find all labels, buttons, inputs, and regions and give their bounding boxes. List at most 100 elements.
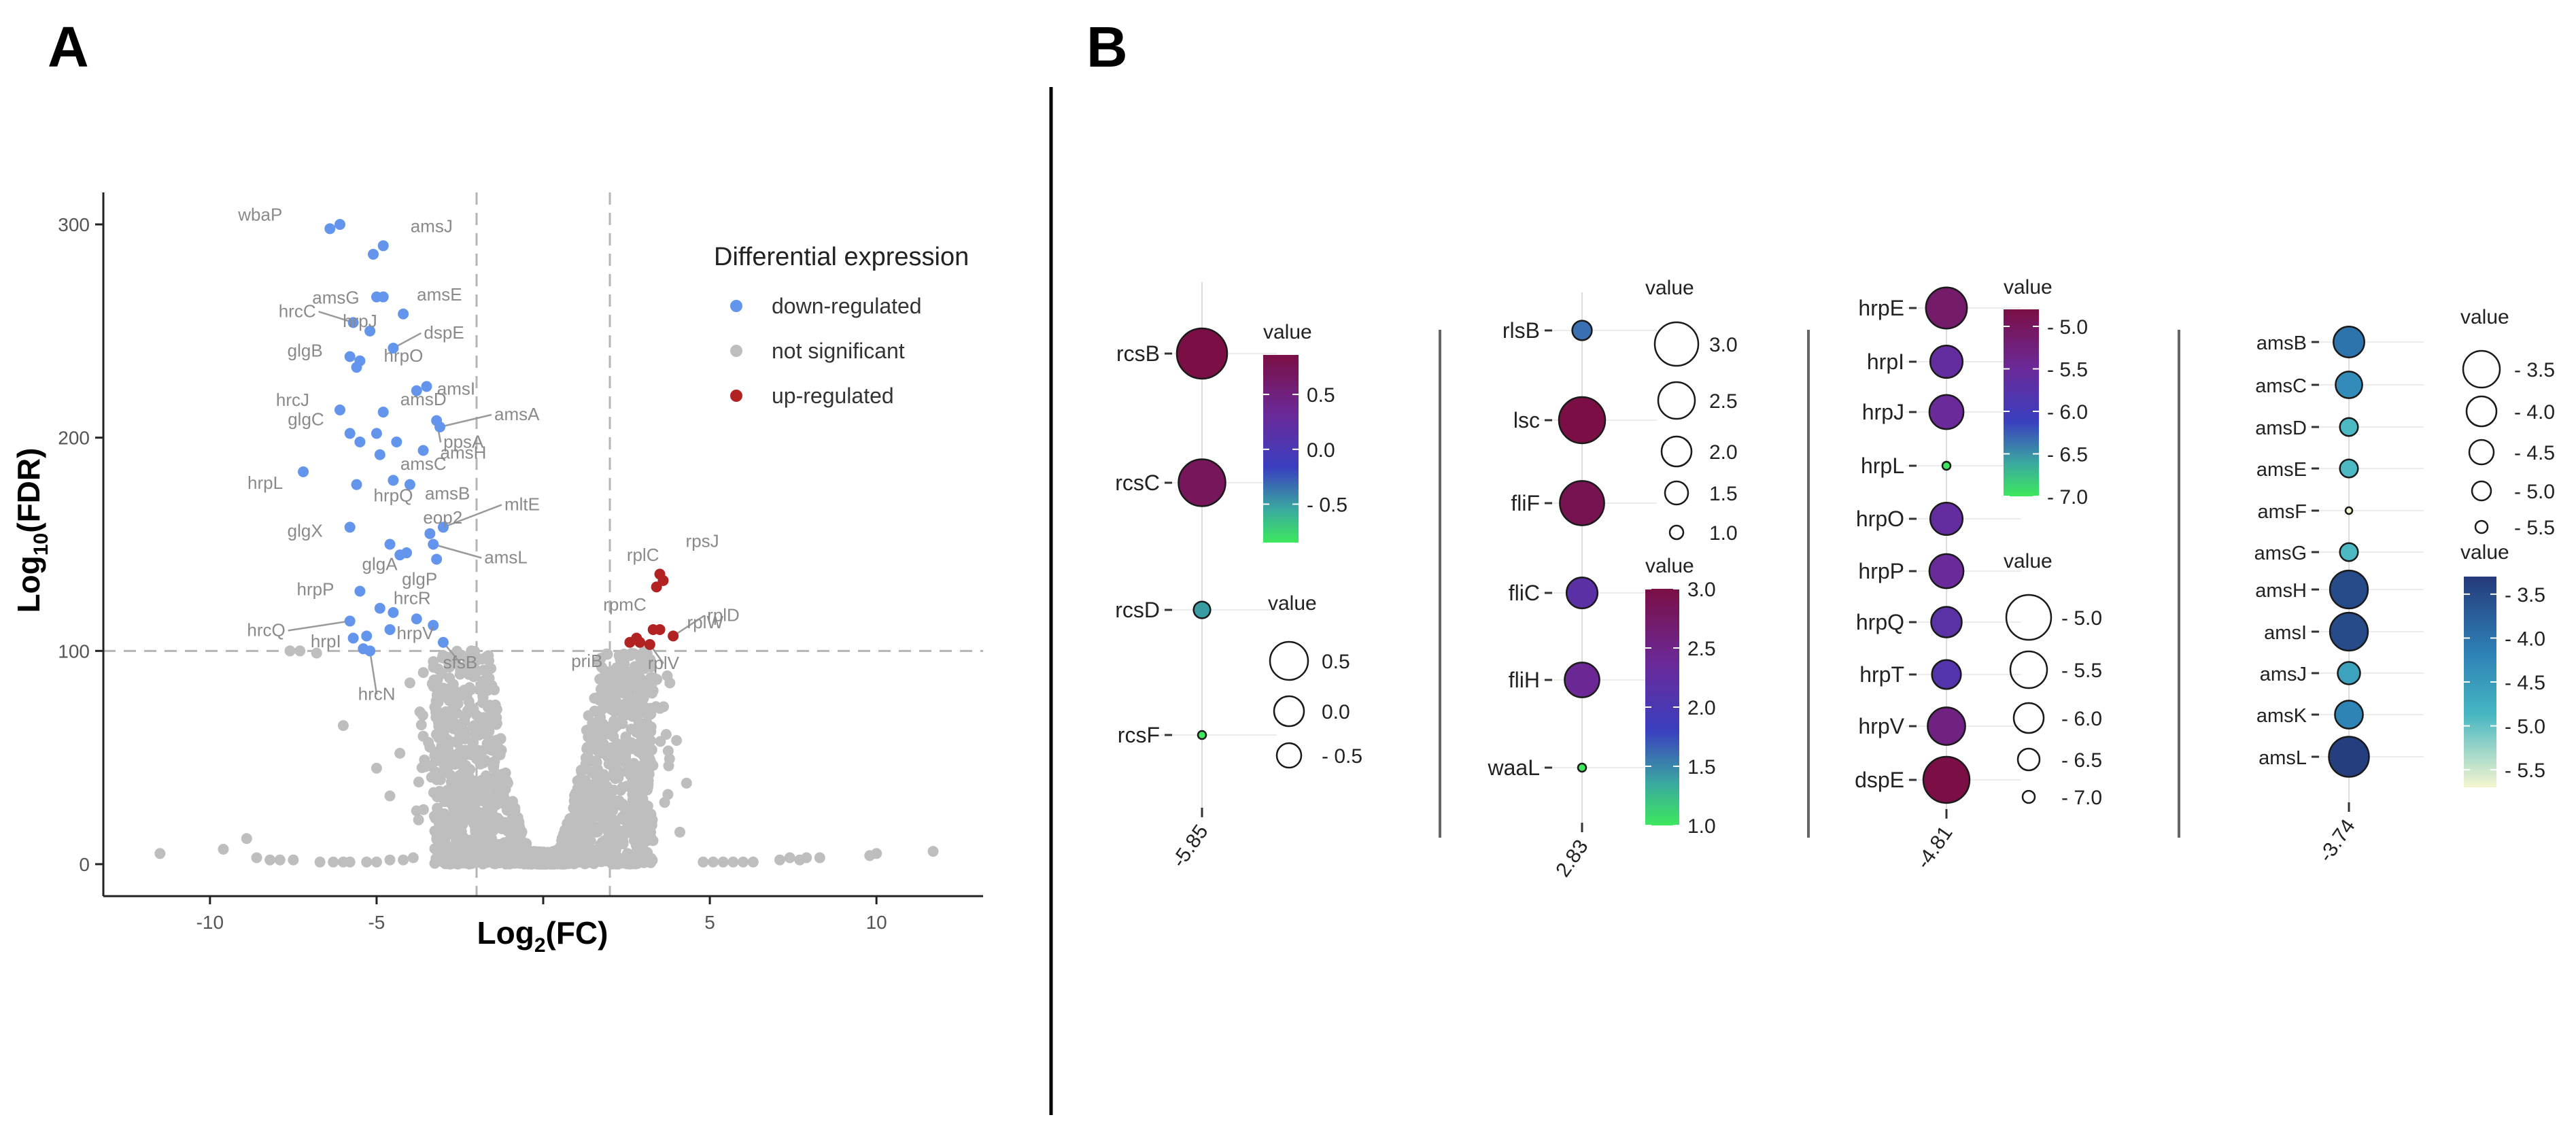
ns-point	[484, 798, 496, 809]
down-point	[437, 636, 449, 648]
down-point	[384, 623, 396, 635]
down-point	[417, 445, 429, 456]
ns-point	[490, 772, 502, 783]
ns-point	[615, 654, 626, 666]
ns-point	[577, 821, 588, 832]
ns-point	[483, 672, 495, 684]
ns-point	[617, 836, 629, 848]
ns-point	[439, 719, 450, 731]
gene-row-label: fliF	[1511, 491, 1540, 515]
ns-point	[344, 856, 356, 868]
ns-point	[593, 715, 604, 726]
ns-point	[651, 674, 663, 685]
color-bar-tick-label: 0.0	[1307, 439, 1335, 462]
ns-point	[417, 667, 429, 679]
ns-point	[462, 665, 474, 677]
size-legend-circle	[1660, 435, 1693, 468]
ns-point	[570, 836, 582, 847]
legend-entry-up: up-regulated	[772, 383, 894, 408]
ns-point	[506, 836, 517, 848]
color-bar-tick-label: 1.5	[1687, 756, 1716, 779]
size-legend-circle	[1664, 480, 1689, 506]
size-legend-circle	[1269, 640, 1309, 681]
size-legend-circle	[2462, 349, 2501, 389]
color-bar	[2004, 309, 2039, 496]
size-legend-title: value	[2460, 306, 2509, 328]
gene-row-label: waaL	[1488, 755, 1541, 780]
ns-point	[595, 789, 606, 801]
gene-dot	[2328, 736, 2370, 778]
ns-point	[655, 736, 666, 747]
gene-label: sfsB	[443, 652, 478, 672]
up-point	[631, 632, 642, 644]
size-legend-circle	[2009, 650, 2048, 689]
ns-point	[635, 657, 647, 669]
ns-point	[443, 737, 455, 749]
ns-point	[426, 678, 438, 689]
ns-point	[590, 726, 602, 738]
ns-point	[371, 856, 382, 868]
gene-label: amsG	[312, 288, 359, 308]
ns-point	[434, 808, 445, 820]
ns-point	[430, 706, 442, 718]
size-legend-title: value	[1268, 592, 1317, 615]
x-tick-label: -10	[196, 912, 224, 933]
gene-label: amsA	[494, 404, 540, 424]
size-legend-circle	[2021, 789, 2036, 804]
size-legend-label: - 5.0	[2061, 607, 2102, 630]
gene-label: rpmC	[603, 594, 647, 615]
gene-row-label: hrpV	[1858, 714, 1904, 738]
size-legend-circle	[2012, 702, 2045, 734]
ns-point	[633, 717, 645, 728]
down-point	[388, 342, 399, 354]
down-point	[344, 428, 356, 439]
ns-point	[647, 835, 659, 847]
down-point	[388, 606, 399, 618]
down-point	[364, 645, 376, 657]
down-point	[411, 613, 422, 625]
ns-point	[623, 763, 634, 774]
color-legend-title: value	[1263, 321, 1312, 343]
ns-point	[574, 854, 586, 866]
volcano-plot: wbaP amsJ amsG amsE hrcC hrpJ dspE glgB hrpO amsI…	[11, 192, 983, 957]
gene-row-label: hrpI	[1867, 349, 1904, 374]
gene-label: rplW	[687, 612, 724, 632]
ns-point	[590, 805, 602, 816]
down-point	[347, 632, 359, 644]
dot-group-ams-group: -3.74amsBamsCamsDamsEamsFamsGamsHamsIams…	[2254, 306, 2555, 866]
ns-point	[518, 858, 530, 870]
size-legend-circle	[2016, 747, 2041, 772]
ns-point	[801, 852, 812, 864]
ns-point	[662, 789, 674, 800]
ns-point	[428, 656, 439, 667]
gene-dot	[2339, 417, 2359, 437]
ns-point	[623, 858, 635, 870]
ns-point	[606, 742, 617, 753]
size-legend-title: value	[2004, 550, 2053, 572]
ns-point	[491, 740, 502, 752]
x-tick-label: -5	[368, 912, 385, 933]
ns-point	[443, 695, 455, 706]
ns-point	[640, 812, 651, 823]
gene-dot	[1559, 480, 1605, 526]
ns-point	[645, 725, 657, 737]
size-legend-label: 2.0	[1709, 441, 1738, 464]
down-point	[428, 619, 439, 631]
size-legend-label: - 6.5	[2061, 749, 2102, 772]
ns-point	[708, 856, 719, 868]
down-point	[364, 325, 376, 337]
ns-point	[413, 814, 424, 825]
gene-label: priB	[571, 651, 602, 671]
color-bar-tick-label: - 0.5	[1307, 494, 1347, 517]
down-point	[371, 428, 382, 439]
ns-point	[632, 844, 643, 855]
down-point	[324, 223, 336, 235]
down-point	[344, 522, 356, 533]
down-point	[377, 407, 389, 418]
y-tick-label: 100	[58, 640, 90, 662]
ns-point	[615, 739, 627, 751]
ns-point	[615, 785, 627, 796]
color-legend-title: value	[2004, 276, 2053, 298]
size-legend-circle	[1668, 524, 1685, 541]
